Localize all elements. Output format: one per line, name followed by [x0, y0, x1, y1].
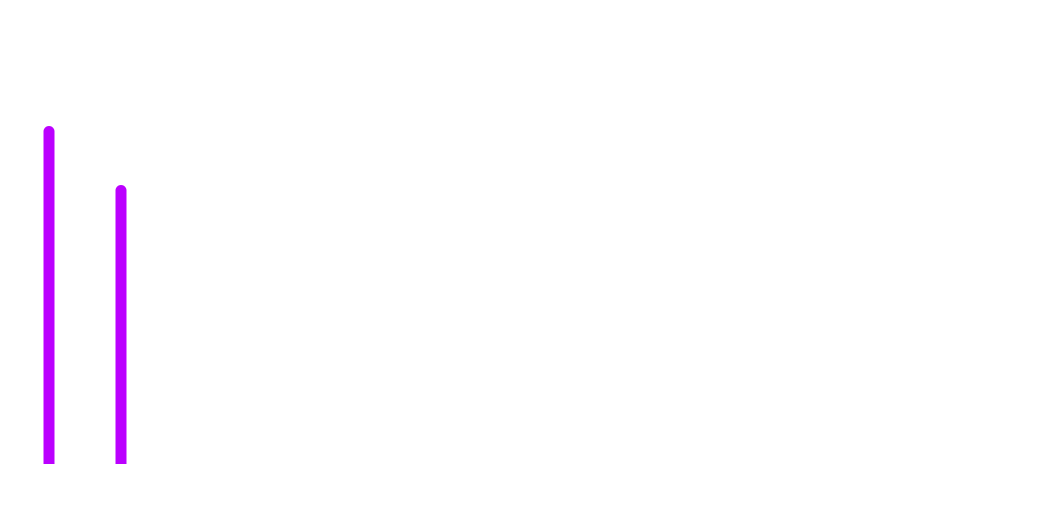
bar-2 — [115, 184, 127, 464]
bar-1 — [43, 126, 55, 464]
bars-group — [43, 126, 127, 464]
